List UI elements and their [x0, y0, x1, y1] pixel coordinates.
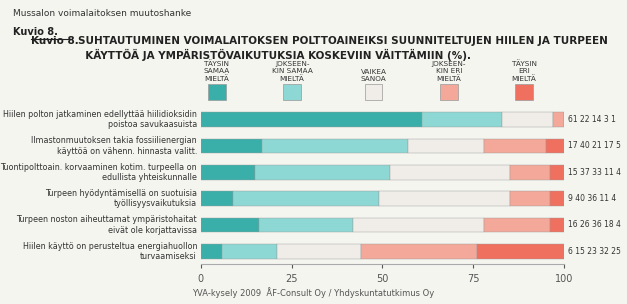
Bar	[564, 112, 568, 127]
Bar	[510, 192, 550, 206]
Bar	[550, 218, 564, 232]
Bar	[550, 192, 564, 206]
Text: YVA-kysely 2009  ÅF-Consult Oy / Yhdyskuntatutkimus Oy: YVA-kysely 2009 ÅF-Consult Oy / Yhdyskun…	[192, 287, 435, 298]
Text: SUHTAUTUMINEN VOIMALAITOKSEN POLTTOAINEIKSI SUUNNITELTUJEN HIILEN JA TURPEEN
  K: SUHTAUTUMINEN VOIMALAITOKSEN POLTTOAINEI…	[78, 36, 608, 60]
Text: 9 40 36 11 4: 9 40 36 11 4	[568, 194, 616, 203]
Text: Turpeen hyödyntämisellä on suotuisia työllisyysvaikutuksia: Turpeen hyödyntämisellä on suotuisia työ…	[45, 189, 197, 208]
Text: Ilmastonmuutoksen takia fossiilienergian käyttöä on vähenn. hinnasta valitt.: Ilmastonmuutoksen takia fossiilienergian…	[31, 136, 197, 156]
Bar	[201, 112, 423, 127]
Text: TÄYSIN
SAMAA
MIELTÄ: TÄYSIN SAMAA MIELTÄ	[204, 60, 230, 82]
Text: Hiilen polton jatkaminen edellyttää hiilidioksidin poistoa savukaasuista: Hiilen polton jatkaminen edellyttää hiil…	[3, 110, 197, 129]
Bar	[502, 112, 554, 127]
Text: 6 15 23 32 25: 6 15 23 32 25	[568, 247, 621, 256]
Bar	[201, 165, 255, 179]
Text: 61 22 14 3 1: 61 22 14 3 1	[568, 115, 616, 124]
Text: VAIKEA
SANOA: VAIKEA SANOA	[361, 69, 387, 82]
Bar	[390, 165, 510, 179]
Text: JOKSEEN-
KIN ERI
MIELTÄ: JOKSEEN- KIN ERI MIELTÄ	[431, 61, 466, 82]
Bar	[554, 112, 564, 127]
Text: JOKSEEN-
KIN SAMAA
MIELTÄ: JOKSEEN- KIN SAMAA MIELTÄ	[271, 61, 313, 82]
Text: 17 40 21 17 5: 17 40 21 17 5	[568, 141, 621, 150]
Bar	[259, 218, 354, 232]
Text: Tuontipolttoain. korvaaminen kotim. turpeella on edullista yhteiskunnalle: Tuontipolttoain. korvaaminen kotim. turp…	[1, 163, 197, 182]
Bar	[201, 244, 223, 258]
Text: Kuvio 8.: Kuvio 8.	[13, 27, 58, 37]
Text: TÄYSIN
ERI
MIELTÄ: TÄYSIN ERI MIELTÄ	[512, 60, 537, 82]
Text: Mussalon voimalaitoksen muutoshanke: Mussalon voimalaitoksen muutoshanke	[13, 9, 191, 18]
Text: 16 26 36 18 4: 16 26 36 18 4	[568, 220, 621, 230]
Bar	[201, 218, 259, 232]
Bar	[233, 192, 379, 206]
Bar	[484, 139, 546, 153]
Bar	[546, 139, 564, 153]
Bar	[361, 244, 477, 258]
Bar	[255, 165, 390, 179]
Bar	[223, 244, 277, 258]
Bar	[379, 192, 510, 206]
Text: Turpeen noston aiheuttamat ympäristohaitat eivät ole korjattavissa: Turpeen noston aiheuttamat ympäristohait…	[16, 215, 197, 235]
Text: Kuvio 8.: Kuvio 8.	[31, 36, 79, 47]
Bar	[510, 165, 550, 179]
Bar	[423, 112, 502, 127]
Bar	[408, 139, 484, 153]
Bar	[201, 192, 233, 206]
Bar	[477, 244, 568, 258]
Bar	[550, 165, 564, 179]
Text: 15 37 33 11 4: 15 37 33 11 4	[568, 168, 621, 177]
Bar	[354, 218, 484, 232]
Text: Hiilen käyttö on perusteltua energiahuollon turvaamiseksi: Hiilen käyttö on perusteltua energiahuol…	[23, 242, 197, 261]
Bar	[201, 139, 263, 153]
Bar	[277, 244, 361, 258]
Bar	[263, 139, 408, 153]
Bar	[484, 218, 550, 232]
